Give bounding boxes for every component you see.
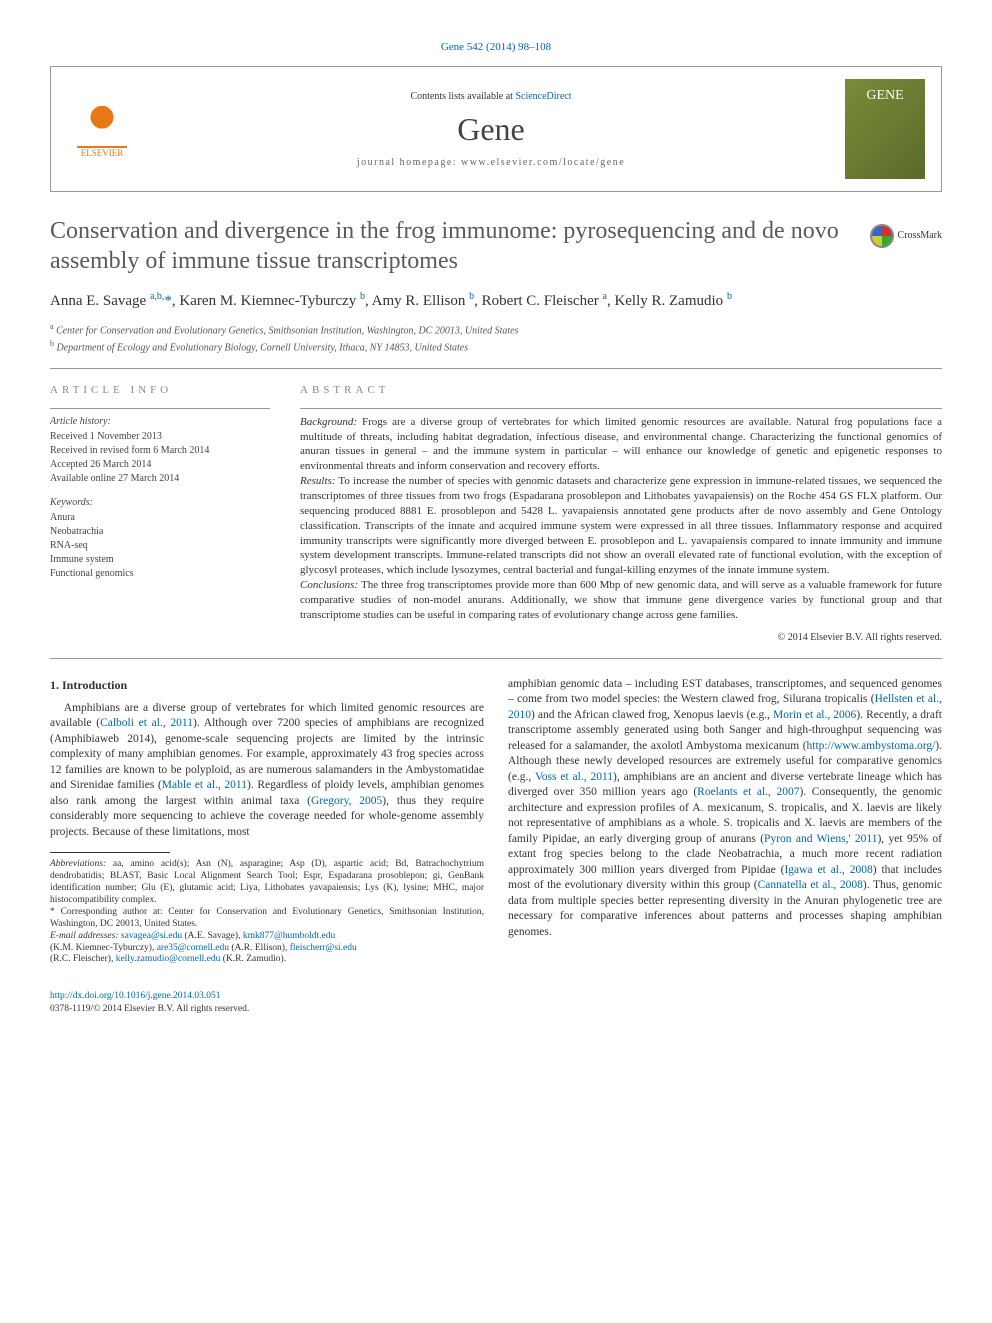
- crossmark-widget[interactable]: CrossMark: [870, 224, 942, 248]
- article-info-header: article info: [50, 383, 270, 397]
- journal-header-box: ELSEVIER Contents lists available at Sci…: [50, 66, 942, 192]
- title-text: Conservation and divergence in the frog …: [50, 218, 839, 274]
- abstract-panel: abstract Background: Frogs are a diverse…: [300, 383, 942, 643]
- header-citation: Gene 542 (2014) 98–108: [50, 40, 942, 54]
- abstract-copyright: © 2014 Elsevier B.V. All rights reserved…: [300, 631, 942, 644]
- abstract-results: Results: To increase the number of speci…: [300, 474, 942, 578]
- keyword: Functional genomics: [50, 567, 270, 580]
- crossmark-label: CrossMark: [898, 230, 942, 243]
- journal-cover-icon: GENE: [845, 79, 925, 179]
- doi-link[interactable]: http://dx.doi.org/10.1016/j.gene.2014.03…: [50, 990, 942, 1002]
- header-center: Contents lists available at ScienceDirec…: [137, 90, 845, 170]
- cite-link[interactable]: Voss et al., 2011: [535, 771, 613, 783]
- email-link[interactable]: fleischerr@si.edu: [290, 943, 357, 953]
- cite-link[interactable]: Mable et al., 2011: [162, 779, 247, 791]
- body-columns: 1. Introduction Amphibians are a diverse…: [50, 677, 942, 967]
- sciencedirect-link[interactable]: ScienceDirect: [515, 91, 571, 102]
- authors-line: Anna E. Savage a,b,*, Karen M. Kiemnec-T…: [50, 290, 942, 312]
- history-line: Accepted 26 March 2014: [50, 458, 270, 471]
- section-1-head: 1. Introduction: [50, 677, 484, 693]
- divider-1: [50, 368, 942, 369]
- affiliation-b: b Department of Ecology and Evolutionary…: [50, 339, 942, 354]
- abstract-background: Background: Frogs are a diverse group of…: [300, 415, 942, 474]
- email-link[interactable]: are35@cornell.edu: [157, 943, 229, 953]
- issn-copyright: 0378-1119/© 2014 Elsevier B.V. All right…: [50, 1003, 942, 1015]
- footnote-rule: [50, 852, 170, 853]
- elsevier-tree-icon: [77, 98, 127, 148]
- homepage-label: journal homepage:: [357, 157, 461, 168]
- keyword: RNA-seq: [50, 539, 270, 552]
- elsevier-text: ELSEVIER: [81, 148, 124, 160]
- keywords-header: Keywords:: [50, 496, 270, 509]
- footnote-corresponding: * Corresponding author at: Center for Co…: [50, 907, 484, 931]
- email-link[interactable]: kelly.zamudio@cornell.edu: [116, 954, 221, 964]
- intro-para-1-cont: amphibian genomic data – including EST d…: [508, 677, 942, 941]
- abstract-header: abstract: [300, 383, 942, 397]
- history-header: Article history:: [50, 415, 270, 428]
- footnote-emails: E-mail addresses: savagea@si.edu (A.E. S…: [50, 931, 484, 967]
- cite-link[interactable]: Calboli et al., 2011: [100, 717, 193, 729]
- cite-link[interactable]: Roelants et al., 2007: [697, 786, 799, 798]
- cover-label: GENE: [866, 87, 903, 105]
- cite-link[interactable]: Igawa et al., 2008: [784, 864, 872, 876]
- history-line: Available online 27 March 2014: [50, 472, 270, 485]
- doi-footer: http://dx.doi.org/10.1016/j.gene.2014.03…: [50, 990, 942, 1015]
- abstract-conclusions: Conclusions: The three frog transcriptom…: [300, 578, 942, 623]
- contents-line: Contents lists available at ScienceDirec…: [137, 90, 845, 103]
- footnote-abbreviations: Abbreviations: aa, amino acid(s); Asn (N…: [50, 859, 484, 907]
- email-link[interactable]: savagea@si.edu: [121, 931, 182, 941]
- divider-2: [50, 658, 942, 659]
- intro-para-1: Amphibians are a diverse group of verteb…: [50, 701, 484, 841]
- cite-link[interactable]: Cannatella et al., 2008: [758, 879, 863, 891]
- article-info-panel: article info Article history: Received 1…: [50, 383, 270, 643]
- url-link[interactable]: http://www.ambystoma.org/: [807, 740, 936, 752]
- keyword: Immune system: [50, 553, 270, 566]
- keyword: Anura: [50, 511, 270, 524]
- cite-link[interactable]: Gregory, 2005: [311, 795, 382, 807]
- keyword: Neobatrachia: [50, 525, 270, 538]
- affiliation-a: a Center for Conservation and Evolutiona…: [50, 322, 942, 337]
- homepage-url[interactable]: www.elsevier.com/locate/gene: [461, 157, 625, 168]
- journal-name: Gene: [137, 109, 845, 151]
- cite-link[interactable]: Morin et al., 2006: [773, 709, 856, 721]
- history-line: Received in revised form 6 March 2014: [50, 444, 270, 457]
- history-line: Received 1 November 2013: [50, 430, 270, 443]
- cite-link[interactable]: Pyron and Wiens,' 2011: [764, 833, 877, 845]
- crossmark-icon: [870, 224, 894, 248]
- elsevier-logo: ELSEVIER: [67, 89, 137, 169]
- homepage-line: journal homepage: www.elsevier.com/locat…: [137, 156, 845, 169]
- email-link[interactable]: kmk877@humboldt.edu: [243, 931, 335, 941]
- article-title: Conservation and divergence in the frog …: [50, 216, 942, 276]
- contents-prefix: Contents lists available at: [410, 91, 515, 102]
